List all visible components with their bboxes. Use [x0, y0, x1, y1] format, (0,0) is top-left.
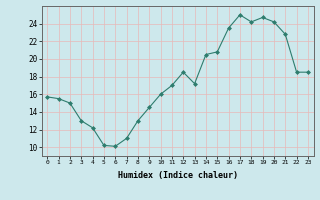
X-axis label: Humidex (Indice chaleur): Humidex (Indice chaleur) [118, 171, 237, 180]
